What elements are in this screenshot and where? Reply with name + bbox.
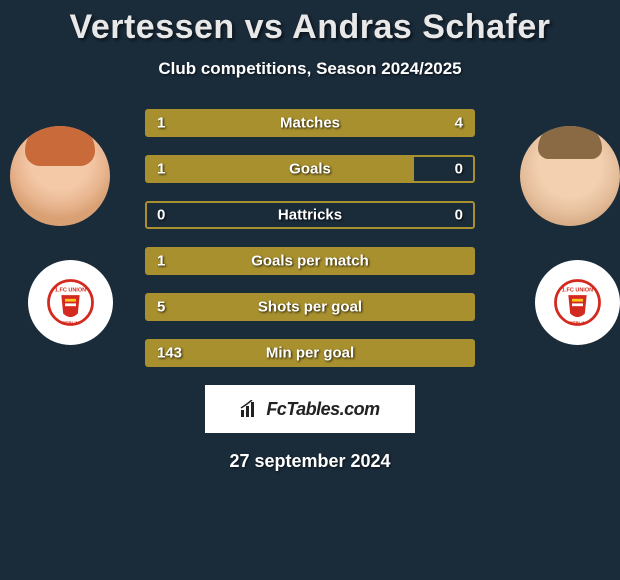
bar-value-left: 0 (157, 207, 165, 224)
comparison-card: Vertessen vs Andras Schafer Club competi… (0, 0, 620, 472)
bar-value-left: 1 (157, 115, 165, 132)
bar-value-right: 4 (455, 115, 463, 132)
svg-text:BERLIN: BERLIN (569, 321, 586, 326)
bar-label: Hattricks (278, 207, 342, 224)
chart-icon (240, 400, 260, 418)
svg-text:1.FC UNION: 1.FC UNION (55, 288, 86, 294)
bar-value-left: 143 (157, 345, 182, 362)
union-berlin-icon: 1.FC UNION BERLIN (550, 275, 605, 330)
bar-label: Goals per match (251, 253, 369, 270)
bar-value-left: 5 (157, 299, 165, 316)
stat-bar-row: Hattricks 0 0 (145, 201, 475, 229)
bar-label: Goals (289, 161, 331, 178)
stat-bar-row: Goals 1 0 (145, 155, 475, 183)
svg-text:1.FC UNION: 1.FC UNION (562, 288, 593, 294)
svg-text:BERLIN: BERLIN (62, 321, 79, 326)
player-avatar-left (10, 126, 110, 226)
stat-bars: Matches 1 4 Goals 1 0 Hattricks 0 0 Goals per mat… (145, 109, 475, 367)
player-avatar-right (520, 126, 620, 226)
club-badge-right: 1.FC UNION BERLIN (535, 260, 620, 345)
stat-bar-row: Goals per match 1 (145, 247, 475, 275)
page-title: Vertessen vs Andras Schafer (0, 8, 620, 47)
watermark-text: FcTables.com (266, 399, 379, 420)
club-badge-left: 1.FC UNION BERLIN (28, 260, 113, 345)
bar-fill-left (147, 157, 414, 181)
bar-fill-right (212, 111, 473, 135)
face-icon (520, 126, 620, 226)
stat-bar-row: Matches 1 4 (145, 109, 475, 137)
stat-bar-row: Min per goal 143 (145, 339, 475, 367)
bar-label: Shots per goal (258, 299, 362, 316)
union-berlin-icon: 1.FC UNION BERLIN (43, 275, 98, 330)
bar-label: Min per goal (266, 345, 354, 362)
bar-value-left: 1 (157, 253, 165, 270)
bar-value-right: 0 (455, 207, 463, 224)
stat-bar-row: Shots per goal 5 (145, 293, 475, 321)
bar-label: Matches (280, 115, 340, 132)
bar-value-left: 1 (157, 161, 165, 178)
date-text: 27 september 2024 (0, 451, 620, 472)
bar-value-right: 0 (455, 161, 463, 178)
face-icon (10, 126, 110, 226)
page-subtitle: Club competitions, Season 2024/2025 (0, 59, 620, 79)
watermark: FcTables.com (205, 385, 415, 433)
